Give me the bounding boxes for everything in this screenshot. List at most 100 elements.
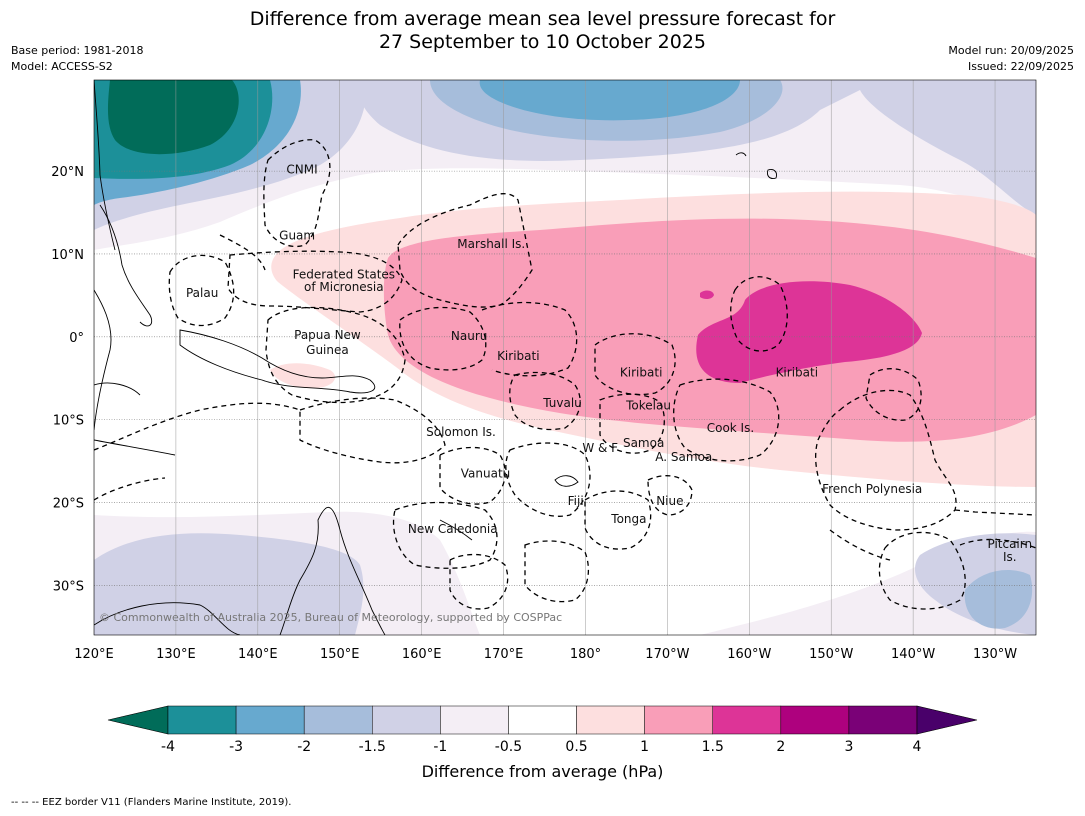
colorbar-tick-label: 4	[913, 739, 922, 755]
new-caledonia	[439, 519, 473, 541]
meta-left: Base period: 1981-2018 Model: ACCESS-S2	[11, 43, 143, 75]
lat-tick-label: 20°S	[53, 496, 84, 511]
contour-neg-1-south	[94, 533, 364, 635]
lat-tick-label: 20°N	[51, 165, 84, 180]
eez-niue-tonga	[584, 475, 693, 550]
hawaii	[735, 152, 777, 179]
region-label: Tokelau	[625, 399, 671, 413]
colorbar-title: Difference from average (hPa)	[421, 762, 664, 781]
colorbar-tick-label: 2	[776, 739, 785, 755]
lat-tick-label: 30°S	[53, 579, 84, 594]
graticule	[94, 80, 1036, 635]
region-label: Nauru	[451, 329, 487, 343]
region-label: Guam	[279, 229, 315, 243]
fiji	[554, 475, 579, 487]
lat-tick-label: 0°	[69, 331, 84, 346]
lon-tick-label: 170°E	[484, 647, 524, 662]
colorbar-bin	[576, 705, 645, 735]
eez-pitcairn	[878, 509, 1036, 610]
contour-neg-1-ne-corner	[880, 80, 1036, 200]
colorbar-tick-label: -3	[229, 739, 243, 755]
colorbar-bin	[644, 705, 713, 735]
colorbar-bin	[508, 705, 577, 735]
region-label: Marshall Is.	[457, 237, 525, 251]
colorbar-tick-label: 0.5	[565, 739, 587, 755]
eez-fsm	[227, 250, 403, 313]
colorbar-tick-label: -0.5	[495, 739, 522, 755]
lon-tick-label: 170°W	[645, 647, 689, 662]
region-label: Guinea	[306, 343, 349, 357]
region-label: W & F	[582, 441, 618, 455]
eez-tokelau-samoa	[599, 393, 665, 454]
meta-right: Model run: 20/09/2025 Issued: 22/09/2025	[948, 43, 1074, 75]
lon-tick-label: 150°W	[809, 647, 853, 662]
eez-kiribati-c	[594, 333, 676, 396]
region-label: New Caledonia	[408, 522, 498, 536]
eez-solomon	[299, 397, 446, 464]
colorbar-bin	[780, 705, 850, 735]
lon-tick-label: 140°E	[238, 647, 278, 662]
asia-coast	[94, 80, 116, 431]
map-frame	[93, 79, 1037, 636]
colorbar-bin	[167, 705, 237, 735]
axis-labels: 120°E 130°E 140°E 150°E 160°E 170°E 180° 170°W 1…	[51, 165, 1017, 662]
eez-fp-north	[865, 368, 922, 421]
region-label: A. Samoa	[655, 450, 712, 464]
eez-west-1	[94, 402, 301, 451]
region-label: Solomon Is.	[426, 425, 496, 439]
colorbar-tick-label: -1	[433, 739, 447, 755]
issued-date: Issued: 22/09/2025	[967, 60, 1074, 73]
borneo-coast	[94, 382, 176, 456]
contour-neg-1.5-se	[964, 570, 1033, 629]
colorbar-extend-high	[916, 705, 978, 735]
pressure-anomaly-map: © Commonwealth of Australia 2025, Bureau…	[51, 79, 1037, 755]
eez-palau	[168, 254, 235, 327]
lon-tick-label: 160°E	[402, 647, 442, 662]
eez-fiji	[505, 442, 591, 517]
lon-tick-label: 150°E	[320, 647, 360, 662]
eez-kiribati-e	[730, 276, 788, 352]
colorbar-tick-label: -1.5	[359, 739, 386, 755]
lon-tick-label: 120°E	[74, 647, 114, 662]
eez-norfolk	[449, 553, 509, 610]
lon-tick-label: 130°E	[156, 647, 196, 662]
title-line-2: 27 September to 10 October 2025	[378, 31, 707, 53]
new-guinea-coast	[179, 329, 376, 394]
model-name: Model: ACCESS-S2	[11, 60, 113, 73]
page-title: Difference from average mean sea level p…	[0, 8, 1085, 54]
region-label: Kiribati	[776, 365, 818, 379]
region-label: Vanuatu	[461, 466, 511, 480]
region-label: French Polynesia	[822, 482, 922, 496]
copyright-notice: © Commonwealth of Australia 2025, Bureau…	[99, 611, 562, 624]
region-label: Palau	[186, 286, 218, 300]
contour-neg-2-ne	[479, 80, 740, 121]
region-label: Kiribati	[620, 365, 662, 379]
region-label: of Micronesia	[304, 280, 384, 294]
map-area: © Commonwealth of Australia 2025, Bureau…	[94, 80, 1036, 635]
eez-nauru-kiribati-w	[399, 301, 578, 377]
region-label: Pitcairn	[987, 537, 1032, 551]
eez-png	[265, 306, 406, 404]
lon-tick-label: 180°	[570, 647, 601, 662]
model-run: Model run: 20/09/2025	[948, 44, 1074, 57]
colorbar-tick-label: -2	[297, 739, 311, 755]
contour-neg-4-nw	[107, 80, 239, 155]
colorbar-bin	[440, 705, 509, 735]
lon-tick-label: 140°W	[891, 647, 935, 662]
contour-pos-1.5	[696, 281, 922, 383]
eez-cnmi-guam	[263, 139, 331, 248]
title-line-1: Difference from average mean sea level p…	[249, 8, 836, 30]
footnote: -- -- -- EEZ border V11 (Flanders Marine…	[11, 797, 292, 808]
contour-pos-1.5-spot	[700, 290, 714, 300]
eez-west-2	[94, 477, 166, 501]
region-label: CNMI	[286, 162, 317, 176]
base-period: Base period: 1981-2018	[11, 44, 144, 57]
lon-tick-label: 160°W	[727, 647, 771, 662]
eez-cook	[673, 378, 780, 462]
eez-kermadec	[524, 540, 589, 603]
colorbar: -4 -3 -2 -1.5 -1 -0.5 0.5 1 1.5 2 3 4	[107, 705, 978, 755]
colorbar-bin	[712, 705, 782, 735]
region-label: Federated States	[293, 268, 395, 282]
eez-tuvalu	[509, 371, 581, 431]
lat-tick-label: 10°N	[51, 248, 84, 263]
